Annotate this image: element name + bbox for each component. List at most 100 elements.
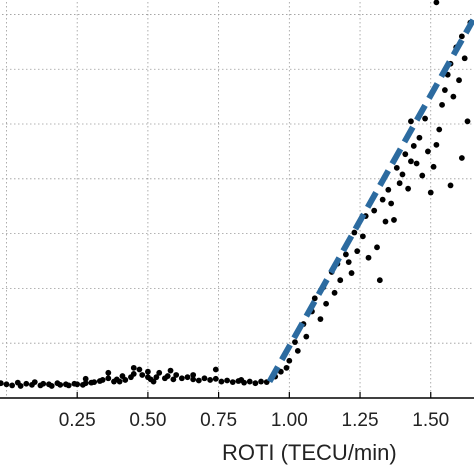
data-point [224, 377, 231, 384]
data-point [201, 375, 208, 382]
x-axis-title: ROTI (TECU/min) [222, 440, 397, 465]
data-point [40, 380, 47, 387]
data-point [303, 333, 310, 340]
data-point [439, 101, 445, 108]
data-point [190, 372, 197, 378]
data-point [173, 372, 180, 378]
data-point [122, 377, 129, 383]
data-point [342, 251, 349, 258]
data-point [65, 382, 72, 389]
data-point [238, 377, 245, 383]
trend-line-group [266, 18, 474, 384]
data-point [99, 377, 106, 383]
data-point [376, 277, 383, 284]
data-point [433, 141, 440, 148]
x-axis-ticks: 0.25 0.50 0.75 1.00 1.25 1.50 [59, 392, 449, 431]
data-point [408, 158, 414, 165]
x-tick-label: 0.25 [59, 410, 96, 431]
data-point [345, 259, 352, 266]
data-point [419, 172, 426, 179]
data-point [130, 370, 137, 377]
data-points [0, 0, 474, 389]
x-tick-label: 1.50 [412, 410, 449, 431]
data-point [393, 164, 400, 171]
data-point [170, 376, 177, 383]
data-point [212, 375, 219, 382]
data-point [116, 378, 123, 385]
data-point [348, 270, 355, 276]
data-point [195, 377, 202, 384]
data-point [218, 378, 225, 385]
data-point [294, 347, 301, 354]
trend-line [266, 18, 474, 384]
data-point [150, 378, 157, 385]
data-point [351, 229, 358, 236]
data-point [382, 218, 389, 225]
data-point [433, 0, 440, 6]
data-point [153, 374, 160, 381]
data-point [82, 375, 89, 382]
data-point [458, 33, 465, 40]
data-point [139, 372, 146, 378]
data-point [156, 369, 163, 376]
data-point [317, 316, 324, 322]
data-point [458, 155, 465, 161]
data-point [252, 380, 259, 387]
data-point [405, 185, 412, 192]
data-point [91, 379, 98, 386]
data-point [396, 180, 403, 187]
data-point [456, 77, 462, 84]
data-point [207, 377, 214, 383]
x-tick-label: 1.25 [342, 410, 379, 431]
data-point [447, 182, 454, 189]
x-tick-label: 1.00 [271, 410, 308, 431]
data-point [190, 376, 197, 383]
data-point [311, 295, 318, 302]
data-point [337, 277, 344, 284]
data-point [379, 196, 386, 203]
data-point [391, 217, 397, 223]
data-point [212, 366, 219, 373]
data-point [57, 381, 64, 388]
data-point [464, 118, 471, 125]
data-point [82, 380, 89, 387]
data-point [416, 134, 423, 141]
data-point [246, 378, 253, 385]
data-point [229, 379, 236, 386]
data-point [399, 171, 406, 178]
data-point [323, 300, 329, 307]
x-tick-label: 0.75 [200, 410, 237, 431]
data-point [178, 375, 185, 382]
data-point [292, 339, 298, 346]
grid [0, 0, 474, 398]
data-point [374, 244, 380, 251]
data-point [136, 366, 143, 373]
data-point [436, 126, 443, 133]
data-point [410, 143, 417, 149]
data-point [402, 151, 409, 158]
data-point [286, 357, 293, 364]
data-point [258, 378, 264, 385]
data-point [17, 383, 24, 389]
data-point [74, 381, 81, 388]
plot-frame [0, 397, 474, 399]
data-point [354, 248, 361, 255]
data-point [450, 93, 457, 100]
data-point [105, 375, 112, 382]
data-point [371, 207, 378, 214]
data-point [365, 254, 372, 261]
data-point [441, 87, 448, 93]
data-point [23, 380, 30, 387]
data-point [388, 200, 395, 207]
data-point [130, 364, 137, 371]
data-point [413, 160, 420, 167]
data-point [331, 289, 338, 296]
data-point [359, 233, 366, 240]
data-point [283, 364, 290, 371]
data-point [385, 186, 392, 193]
data-point [184, 374, 191, 381]
data-point [105, 369, 112, 376]
data-point [425, 148, 431, 155]
data-point [164, 373, 171, 379]
